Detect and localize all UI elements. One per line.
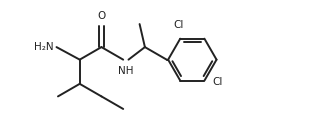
Text: O: O bbox=[97, 11, 106, 21]
Text: H₂N: H₂N bbox=[34, 42, 54, 52]
Text: NH: NH bbox=[118, 66, 133, 76]
Text: Cl: Cl bbox=[174, 20, 184, 30]
Text: Cl: Cl bbox=[213, 77, 223, 87]
